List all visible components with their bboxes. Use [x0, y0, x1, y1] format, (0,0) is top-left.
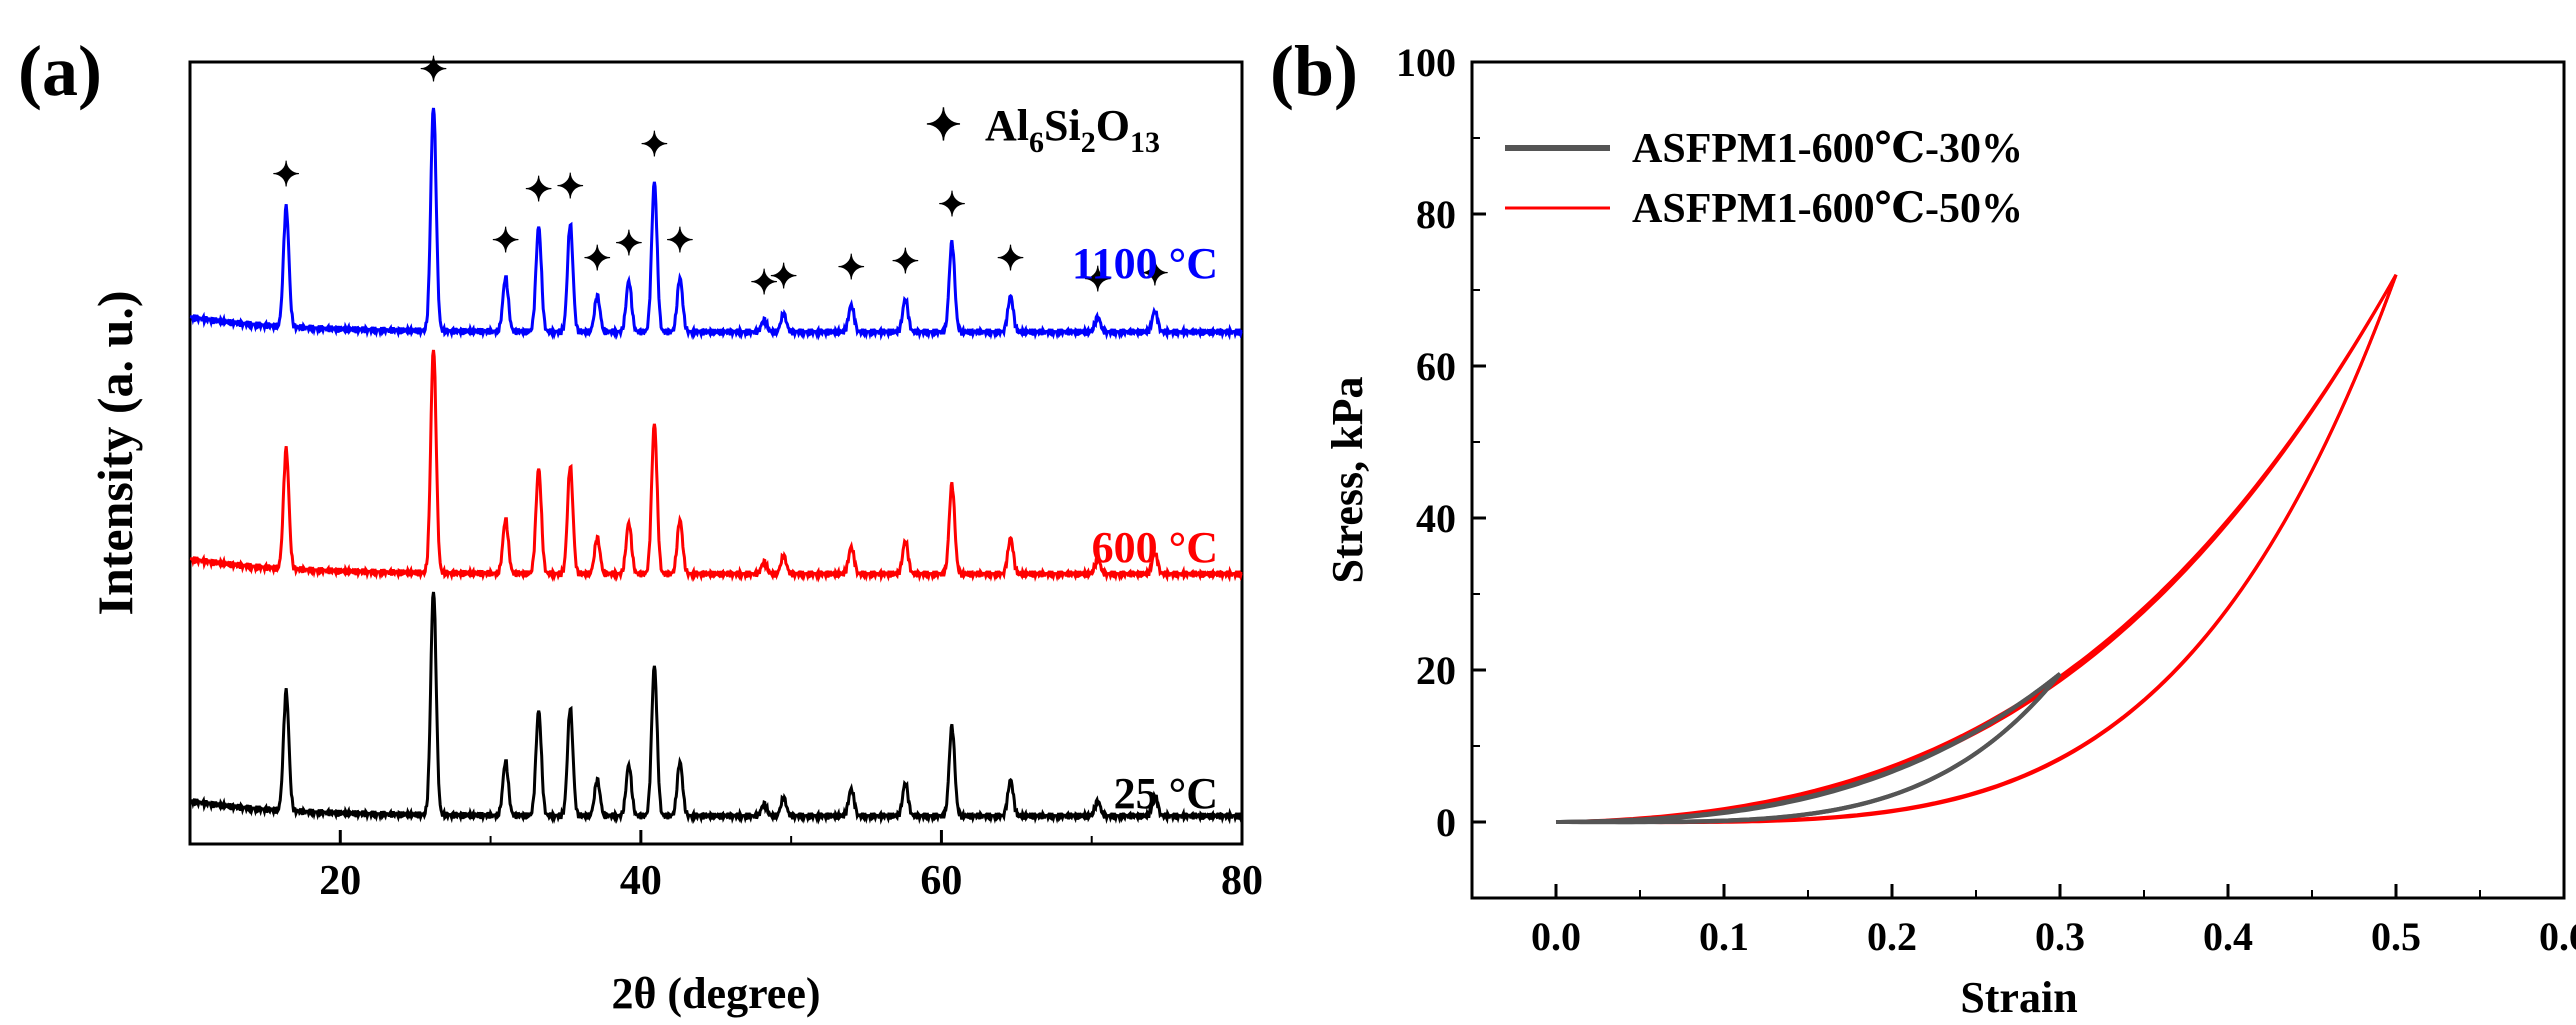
- loop-1-cycle-3: [1555, 274, 2398, 825]
- b-xtick-label-2: 0.2: [1867, 914, 1917, 959]
- panel-a-xrd: (a) 20 40 60 80 ✦✦✦✦ ✦✦ ✦✦✦✦✦ ✦ ✦✦✦✦ ✦ ✦ Al6Si2O…: [18, 31, 1263, 1018]
- series-label-600: 600 °C: [1092, 523, 1218, 572]
- legend-formula: Al6Si2O13: [985, 101, 1160, 159]
- peak-marker-16: ✦: [1141, 256, 1170, 293]
- panel-b-axes: 0.0 0.1 0.2 0.3 0.4 0.5 0.6 0 20 40 60 80 100: [1396, 40, 2576, 959]
- b-ytick-label-3: 60: [1416, 344, 1456, 389]
- legend-marker-icon: ✦: [925, 101, 962, 150]
- panel-b-stress-strain: (b) 0.0 0.1 0.2 0.3 0.4 0.5 0.6 0 20 40 60 80 100 AS…: [1270, 31, 2576, 1022]
- legend-label-50: ASFPM1-600℃-50%: [1632, 186, 2023, 232]
- b-ytick-label-5: 100: [1396, 40, 1456, 85]
- panel-b-ylabel: Stress, kPa: [1323, 377, 1372, 584]
- panel-a-frame: [188, 60, 1244, 846]
- peak-marker-15: ✦: [1083, 262, 1112, 299]
- a-xtick-label-3: 80: [1221, 858, 1263, 904]
- b-ytick-label-0: 0: [1436, 800, 1456, 845]
- peak-marker-12: ✦: [891, 244, 920, 281]
- b-xtick-label-6: 0.6: [2539, 914, 2576, 959]
- legend-label-30: ASFPM1-600℃-30%: [1632, 126, 2023, 172]
- series-label-1100: 1100 °C: [1072, 239, 1218, 288]
- panel-b-frame: [1470, 60, 2566, 900]
- xrd-line-1: [189, 349, 1243, 583]
- panel-a-peak-markers: ✦✦✦✦ ✦✦ ✦✦✦✦✦ ✦ ✦✦✦✦ ✦: [272, 52, 1169, 302]
- a-xtick-label-1: 40: [620, 858, 662, 904]
- panel-b-series: [1555, 274, 2398, 825]
- b-xtick-label-1: 0.1: [1699, 914, 1749, 959]
- panel-b-legend: ASFPM1-600℃-30% ASFPM1-600℃-50%: [1505, 126, 2023, 232]
- b-xtick-label-4: 0.4: [2203, 914, 2253, 959]
- peak-marker-3: ✦: [524, 172, 553, 209]
- panel-b-label: (b): [1270, 31, 1358, 111]
- a-xtick-label-2: 60: [920, 858, 962, 904]
- series-label-25: 25 °C: [1114, 769, 1218, 818]
- peak-marker-13: ✦: [938, 187, 967, 224]
- peak-marker-10: ✦: [769, 259, 798, 296]
- xrd-line-0: [189, 107, 1243, 341]
- peak-marker-2: ✦: [491, 223, 520, 260]
- peak-marker-6: ✦: [615, 226, 644, 263]
- panel-a-label: (a): [18, 31, 102, 111]
- panel-a-ylabel: Intensity (a. u.): [87, 290, 143, 615]
- xrd-line-2: [189, 591, 1243, 825]
- loop-0-cycle-3: [1556, 672, 2062, 825]
- peak-marker-11: ✦: [837, 250, 866, 287]
- b-ytick-label-1: 20: [1416, 648, 1456, 693]
- peak-marker-8: ✦: [666, 223, 695, 260]
- panel-a-series: [189, 107, 1243, 825]
- panel-a-x-ticks: 20 40 60 80: [189, 830, 1263, 904]
- b-ytick-label-2: 40: [1416, 496, 1456, 541]
- b-xtick-label-5: 0.5: [2371, 914, 2421, 959]
- panel-a-legend: ✦ Al6Si2O13: [925, 101, 1160, 159]
- peak-marker-1: ✦: [419, 52, 448, 89]
- b-xtick-label-0: 0.0: [1531, 914, 1581, 959]
- a-xtick-label-0: 20: [319, 858, 361, 904]
- peak-marker-7: ✦: [640, 127, 669, 164]
- peak-marker-9: ✦: [750, 265, 779, 302]
- peak-marker-4: ✦: [556, 169, 585, 206]
- panel-b-xlabel: Strain: [1960, 973, 2077, 1022]
- b-ytick-label-4: 80: [1416, 192, 1456, 237]
- b-xtick-label-3: 0.3: [2035, 914, 2085, 959]
- peak-marker-14: ✦: [996, 241, 1025, 278]
- panel-a-xlabel: 2θ (degree): [611, 969, 820, 1018]
- peak-marker-5: ✦: [583, 241, 612, 278]
- peak-marker-0: ✦: [272, 157, 301, 194]
